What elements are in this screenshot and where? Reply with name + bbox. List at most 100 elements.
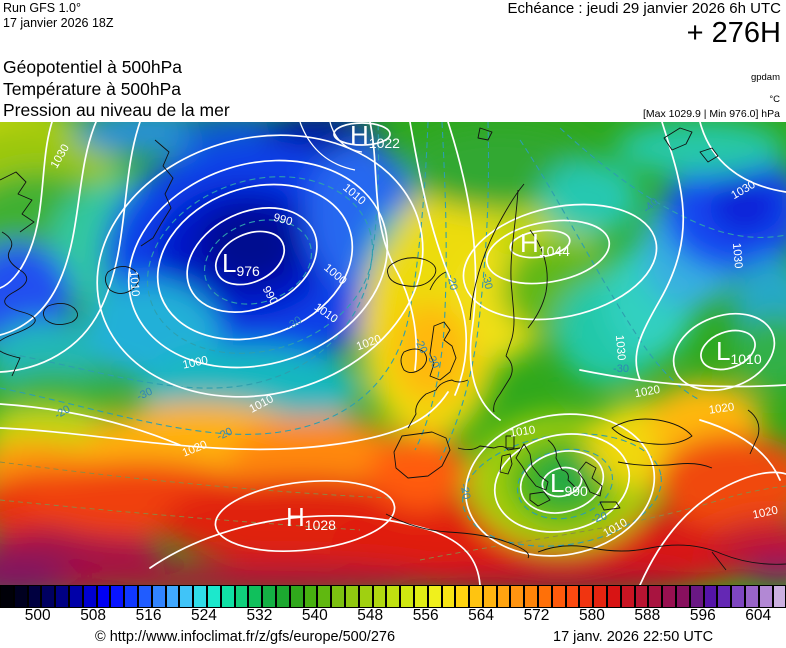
colorbar-cell <box>551 585 566 608</box>
colorbar-cell <box>455 585 470 608</box>
colorbar-cell <box>427 585 442 608</box>
pressure-center-h1022: H1022 <box>350 122 400 151</box>
colorbar-cell <box>137 585 152 608</box>
colorbar-tick-label: 508 <box>80 607 107 624</box>
colorbar-ticks: 500 508 516 524 532 540 548 556 564 572 580 588 596 6… <box>0 607 786 630</box>
temp-contour-label: -30 <box>613 363 629 375</box>
colorbar-cell <box>469 585 483 608</box>
colorbar-cell <box>151 585 166 608</box>
colorbar-cell <box>538 585 552 608</box>
isobar-contour-label: 1010 <box>509 424 536 439</box>
isobar-contour-label: 1020 <box>634 384 661 400</box>
colorbar-tick-label: 524 <box>191 607 217 624</box>
isobar-contour-label: 1010 <box>127 270 141 297</box>
colorbar-tick-label: 564 <box>468 607 495 624</box>
colorbar-cell <box>758 585 773 608</box>
colorbar-cell <box>344 585 359 608</box>
field-pressure: Pression au niveau de la mer <box>3 100 230 120</box>
colorbar-cell <box>303 585 318 608</box>
colorbar-cell <box>413 585 428 608</box>
colorbar-cell <box>41 585 56 608</box>
field-geopotential: Géopotentiel à 500hPa <box>3 57 183 77</box>
colorbar-cell <box>510 585 525 608</box>
colorbar-tick-label: 532 <box>246 607 273 624</box>
colorbar-cell <box>96 585 111 608</box>
pressure-center-l990: L990 <box>550 468 588 499</box>
colorbar-cell <box>689 585 704 608</box>
pressure-center-l976: L976 <box>222 248 260 279</box>
colorbar-tick-label: 500 <box>24 607 51 624</box>
colorbar-cell <box>220 585 235 608</box>
colorbar-cell <box>55 585 69 608</box>
colorbar-cell <box>110 585 125 608</box>
copyright-url[interactable]: © http://www.infoclimat.fr/z/gfs/europe/… <box>95 629 396 645</box>
colorbar-tick-label: 596 <box>689 607 716 624</box>
colorbar-cell <box>634 585 649 608</box>
colorbar-cell <box>620 585 635 608</box>
unit-temperature: °C <box>769 94 780 105</box>
colorbar-cell <box>275 585 290 608</box>
isobar-contour-label: 1020 <box>708 401 735 416</box>
isobar-contour-label: 1030 <box>730 242 744 269</box>
colorbar-tick-label: 540 <box>301 607 328 624</box>
weather-map-canvas: -30-30-20-20-20 -30-20-30-40-30-20-20 103… <box>0 122 786 585</box>
pressure-center-labels: H1022 L976 H1044 L1010 L990 H1028 <box>222 122 762 533</box>
pressure-minmax: [Max 1029.9 | Min 976.0] hPa <box>643 108 780 120</box>
forecast-offset: + 276H <box>686 17 781 49</box>
colorbar-cell <box>648 585 663 608</box>
isobar-contours <box>0 122 786 585</box>
colorbar-cell <box>593 585 608 608</box>
coastlines <box>0 127 786 571</box>
isobar-contour-label: 1020 <box>752 505 780 522</box>
footer: © http://www.infoclimat.fr/z/gfs/europe/… <box>0 629 786 648</box>
colorbar-cell <box>703 585 718 608</box>
colorbar-cell <box>676 585 690 608</box>
colorbar-cell <box>579 585 594 608</box>
colorbar-cell <box>13 585 28 608</box>
colorbar-tick-label: 548 <box>357 607 384 624</box>
colorbar-cell <box>482 585 497 608</box>
colorbar-tick-label: 572 <box>523 607 550 624</box>
echeance-label: Echéance : jeudi 29 janvier 2026 6h UTC <box>507 0 781 17</box>
colorbar-cell <box>372 585 387 608</box>
colorbar-cell <box>607 585 621 608</box>
isobar-contour-label: 1030 <box>613 334 627 361</box>
colorbar-cell <box>565 585 580 608</box>
colorbar-cell <box>289 585 304 608</box>
run-model: Run GFS 1.0° <box>3 1 81 15</box>
colorbar <box>0 585 786 608</box>
field-temperature: Température à 500hPa <box>3 78 182 99</box>
isobar-contour-label: 1000 <box>182 355 210 372</box>
colorbar-cell <box>496 585 511 608</box>
colorbar-cell <box>179 585 194 608</box>
colorbar-cell <box>165 585 180 608</box>
temp-contour-label: -30 <box>479 272 494 290</box>
colorbar-cell <box>234 585 249 608</box>
colorbar-tick-label: 580 <box>578 607 605 624</box>
colorbar-tick-label: 556 <box>412 607 439 624</box>
weather-map: -30 -30 -20 -20 -20 -30 -20 -30 -40 -30 -20 -20 103… <box>0 122 786 585</box>
colorbar-cell <box>124 585 138 608</box>
colorbar-cell <box>262 585 276 608</box>
run-date: 17 janvier 2026 18Z <box>3 16 114 30</box>
colorbar-tick-label: 516 <box>135 607 162 624</box>
colorbar-cell <box>206 585 221 608</box>
temp-contour-label: -20 <box>458 483 473 501</box>
colorbar-cell <box>331 585 345 608</box>
colorbar-cell <box>662 585 677 608</box>
colorbar-cell <box>0 585 14 608</box>
run-info: Run GFS 1.0° 17 janvier 2026 18Z <box>3 1 114 31</box>
colorbar-cell <box>68 585 83 608</box>
isobar-contour-label: 990 <box>272 212 294 229</box>
colorbar-cell <box>386 585 401 608</box>
colorbar-cell <box>27 585 42 608</box>
colorbar-cell <box>82 585 97 608</box>
colorbar-cell <box>400 585 414 608</box>
field-list: Géopotentiel à 500hPa Température à 500h… <box>3 57 230 122</box>
colorbar-cell <box>193 585 207 608</box>
temp-contour-label: -20 <box>590 510 608 526</box>
colorbar-cell <box>248 585 263 608</box>
colorbar-cell <box>717 585 732 608</box>
colorbar-cell <box>441 585 456 608</box>
pressure-center-h1028: H1028 <box>286 502 336 533</box>
